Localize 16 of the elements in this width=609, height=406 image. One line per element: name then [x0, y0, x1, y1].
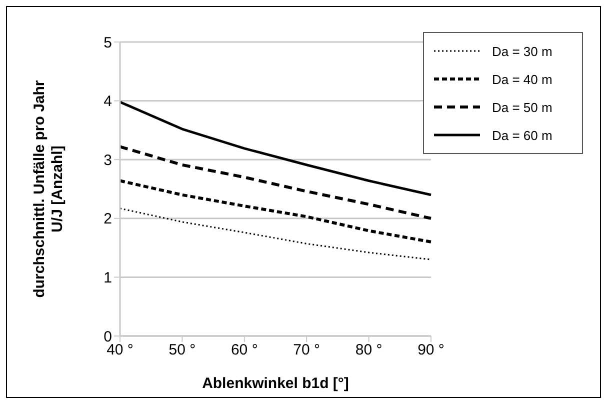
y-tick-label: 1: [104, 270, 112, 287]
x-axis-title: Ablenkwinkel b1d [°]: [202, 375, 349, 392]
x-tick-label: 50 °: [168, 342, 196, 359]
x-tick-label: 60 °: [230, 342, 258, 359]
legend-label: Da = 30 m: [492, 44, 552, 58]
y-tick-label: 4: [104, 93, 112, 110]
x-tick-label: 90 °: [418, 342, 444, 359]
y-tick-label: 3: [104, 152, 112, 169]
legend-label: Da = 60 m: [492, 128, 552, 142]
x-tick-label: 70 °: [293, 342, 320, 359]
legend-label: Da = 50 m: [492, 100, 552, 114]
x-tick-label: 80 °: [355, 342, 382, 359]
legend-label: Da = 40 m: [492, 72, 552, 86]
y-axis-title: durchschnittl. Unfälle pro Jahr U/J [Anzahl]: [31, 80, 66, 298]
y-tick-label: 5: [104, 34, 112, 52]
y-tick-label: 2: [104, 210, 112, 228]
